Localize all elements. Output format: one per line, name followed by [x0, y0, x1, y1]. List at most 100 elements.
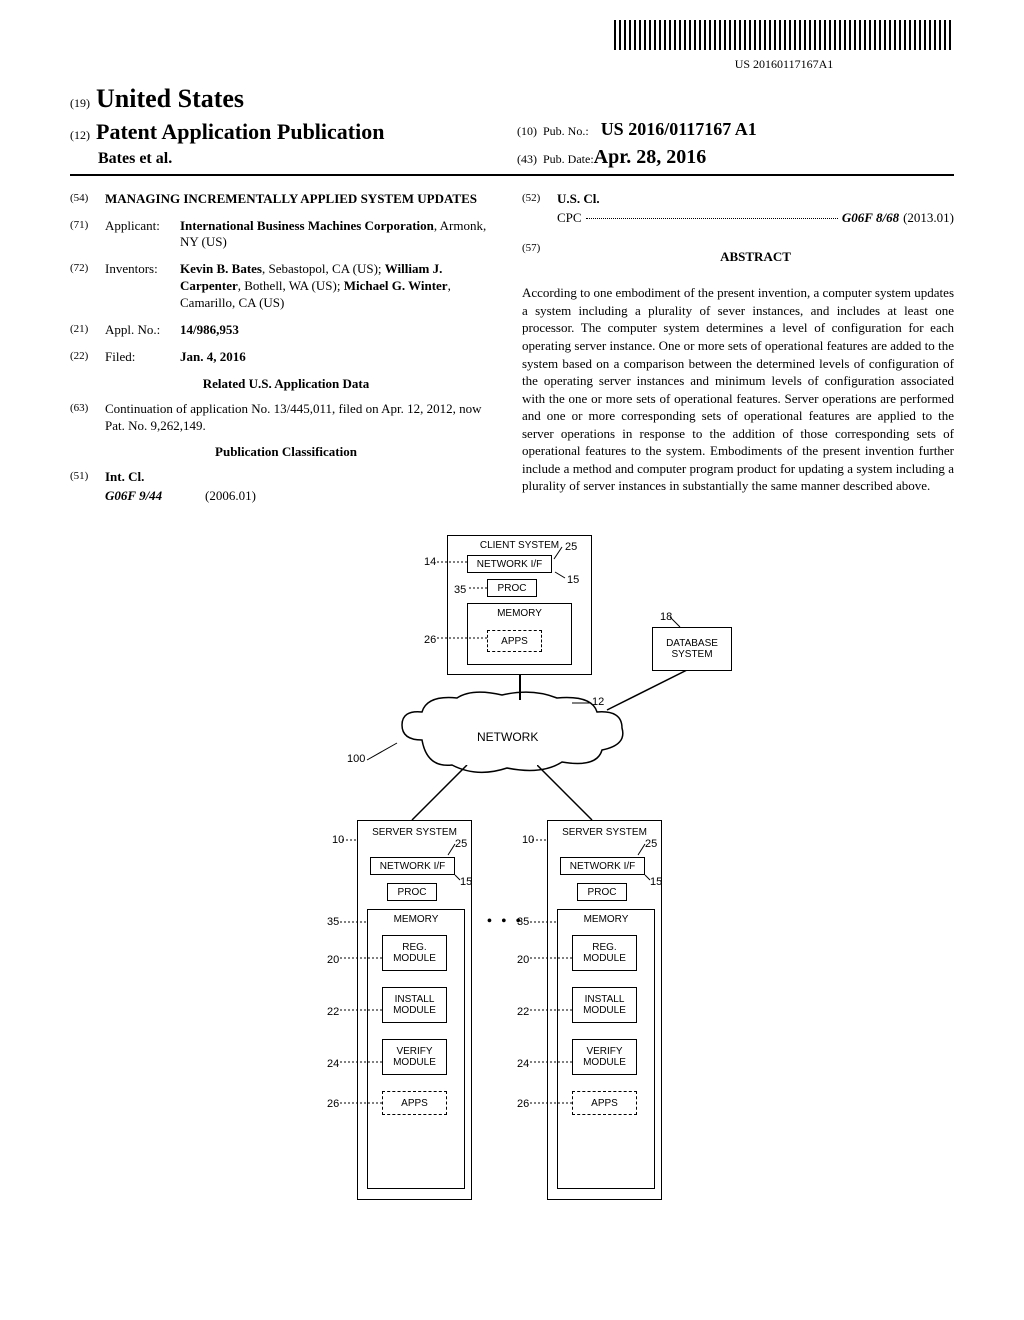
cpc-label: CPC — [557, 210, 582, 227]
server2-network-if: NETWORK I/F — [560, 857, 645, 875]
ref-22a: 22 — [327, 1005, 339, 1019]
client-network-if-label: NETWORK I/F — [477, 559, 543, 570]
server1-install: INSTALL MODULE — [382, 987, 447, 1023]
server2-proc-label: PROC — [588, 887, 617, 898]
server1-install-label: INSTALL MODULE — [383, 994, 446, 1016]
server2-verify-label: VERIFY MODULE — [573, 1046, 636, 1068]
continuation-value: Continuation of application No. 13/445,0… — [105, 401, 502, 435]
ref-35b: 35 — [327, 915, 339, 929]
filed-code: (22) — [70, 349, 105, 366]
inventors-value: Kevin B. Bates, Sebastopol, CA (US); Wil… — [180, 261, 502, 312]
int-cl-label: Int. Cl. — [105, 469, 144, 486]
server1-proc-label: PROC — [398, 887, 427, 898]
country-code: (19) — [70, 96, 90, 112]
barcode-section: US 20160117167A1 — [70, 20, 954, 72]
client-system-label: CLIENT SYSTEM — [480, 540, 559, 551]
appl-no-value: 14/986,953 — [180, 322, 502, 339]
system-diagram: CLIENT SYSTEM 14 25 NETWORK I/F 15 PROC … — [272, 535, 752, 1215]
client-proc-label: PROC — [498, 583, 527, 594]
us-cl-code: (52) — [522, 191, 557, 208]
server2-memory-label: MEMORY — [584, 914, 629, 925]
ref-35a: 35 — [454, 583, 466, 597]
filed-label: Filed: — [105, 349, 180, 366]
us-cl-label: U.S. Cl. — [557, 191, 600, 208]
classification-heading: Publication Classification — [70, 444, 502, 461]
server2-label: SERVER SYSTEM — [562, 827, 647, 838]
inv1-name: Kevin B. Bates — [180, 261, 262, 276]
country-line: (19) United States — [70, 82, 507, 116]
ref-35c: 35 — [517, 915, 529, 929]
title-row: (54) MANAGING INCREMENTALLY APPLIED SYST… — [70, 191, 502, 208]
ref-15b: 15 — [460, 875, 472, 889]
ref-14: 14 — [424, 555, 436, 569]
server1-reg-label: REG. MODULE — [383, 942, 446, 964]
cpc-line: CPC G06F 8/68 (2013.01) — [557, 210, 954, 227]
server1-apps-label: APPS — [401, 1098, 428, 1109]
server2-network-if-label: NETWORK I/F — [570, 861, 636, 872]
ref-20b: 20 — [517, 953, 529, 967]
database-system: DATABASE SYSTEM — [652, 627, 732, 671]
pub-date-label: Pub. Date: — [543, 152, 594, 168]
server2-reg-label: REG. MODULE — [573, 942, 636, 964]
cpc-date: (2013.01) — [903, 210, 954, 227]
ref-25c: 25 — [645, 837, 657, 851]
applicant-name: International Business Machines Corporat… — [180, 218, 434, 233]
client-memory-label: MEMORY — [497, 608, 542, 619]
server2-verify: VERIFY MODULE — [572, 1039, 637, 1075]
continuation-row: (63) Continuation of application No. 13/… — [70, 401, 502, 435]
pub-type: Patent Application Publication — [96, 118, 384, 147]
applicant-row: (71) Applicant: International Business M… — [70, 218, 502, 252]
database-system-label: DATABASE SYSTEM — [653, 638, 731, 660]
int-cl-class: G06F 9/44 — [105, 488, 205, 505]
server1-label: SERVER SYSTEM — [372, 827, 457, 838]
ref-10b: 10 — [522, 833, 534, 847]
pub-no-label: Pub. No.: — [543, 124, 589, 140]
appl-no-row: (21) Appl. No.: 14/986,953 — [70, 322, 502, 339]
server2-install-label: INSTALL MODULE — [573, 994, 636, 1016]
int-cl-code: (51) — [70, 469, 105, 486]
abstract-code: (57) — [522, 241, 557, 274]
line-db-network — [582, 670, 702, 720]
pub-no-code: (10) — [517, 124, 537, 140]
server2-apps-label: APPS — [591, 1098, 618, 1109]
ref-24a: 24 — [327, 1057, 339, 1071]
authors-line: Bates et al. — [98, 149, 507, 170]
content-columns: (54) MANAGING INCREMENTALLY APPLIED SYST… — [70, 191, 954, 515]
ref-15a: 15 — [567, 573, 579, 587]
ref-10a: 10 — [332, 833, 344, 847]
ref-100: 100 — [347, 752, 365, 766]
cpc-value: G06F 8/68 — [842, 210, 899, 227]
server1-network-if: NETWORK I/F — [370, 857, 455, 875]
appl-no-label: Appl. No.: — [105, 322, 180, 339]
abstract-header-row: (57) ABSTRACT — [522, 241, 954, 274]
inventors-row: (72) Inventors: Kevin B. Bates, Sebastop… — [70, 261, 502, 312]
filed-value: Jan. 4, 2016 — [180, 349, 502, 366]
abstract-text: According to one embodiment of the prese… — [522, 284, 954, 495]
server1-network-if-label: NETWORK I/F — [380, 861, 446, 872]
ref-22b: 22 — [517, 1005, 529, 1019]
header-left: (19) United States (12) Patent Applicati… — [70, 82, 507, 169]
server2-proc: PROC — [577, 883, 627, 901]
server1-verify-label: VERIFY MODULE — [383, 1046, 446, 1068]
line-network-server1 — [407, 765, 507, 825]
int-cl-date: (2006.01) — [205, 488, 256, 505]
applicant-code: (71) — [70, 218, 105, 252]
diagram-section: CLIENT SYSTEM 14 25 NETWORK I/F 15 PROC … — [70, 535, 954, 1215]
header-section: (19) United States (12) Patent Applicati… — [70, 82, 954, 175]
ref-25b: 25 — [455, 837, 467, 851]
barcode-image — [614, 20, 954, 50]
ref-26b: 26 — [327, 1097, 339, 1111]
line-network-server2 — [537, 765, 657, 825]
continuation-code: (63) — [70, 401, 105, 435]
ref-26a: 26 — [424, 633, 436, 647]
server2-reg: REG. MODULE — [572, 935, 637, 971]
barcode-number: US 20160117167A1 — [614, 57, 954, 73]
client-apps: APPS — [487, 630, 542, 652]
inventors-label: Inventors: — [105, 261, 180, 312]
title-text: MANAGING INCREMENTALLY APPLIED SYSTEM UP… — [105, 191, 477, 208]
ref-15c: 15 — [650, 875, 662, 889]
ref-18: 18 — [660, 610, 672, 624]
server2-install: INSTALL MODULE — [572, 987, 637, 1023]
filed-row: (22) Filed: Jan. 4, 2016 — [70, 349, 502, 366]
server1-memory-label: MEMORY — [394, 914, 439, 925]
